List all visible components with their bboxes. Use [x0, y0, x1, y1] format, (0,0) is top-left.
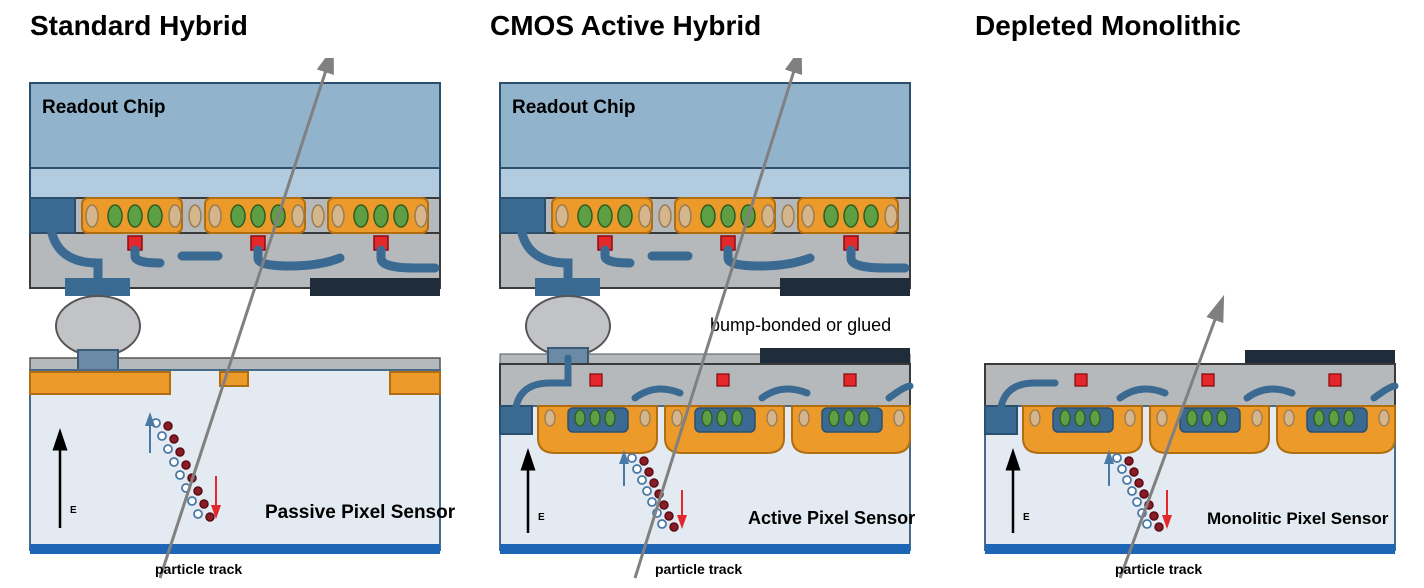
sensor-label: Monolitic Pixel Sensor [1207, 509, 1389, 528]
active-sensor: E Active Pixel Sensor [500, 348, 915, 554]
title-mono: Depleted Monolithic [975, 10, 1241, 42]
e-field-label: E [1023, 512, 1030, 523]
title-standard: Standard Hybrid [30, 10, 248, 42]
panel-standard-hybrid: Standard Hybrid [20, 0, 460, 588]
monolithic-sensor: E Monolitic Pixel Sensor [985, 350, 1395, 554]
sensor-label: Active Pixel Sensor [748, 508, 915, 528]
diagram-standard: E Passive Pixel Sensor [20, 58, 460, 588]
particle-label: particle track [1115, 561, 1202, 577]
diagram-mono: E Monolitic Pixel Sensor particle track [975, 58, 1415, 588]
readout-label: Readout Chip [42, 97, 166, 118]
particle-label: particle track [155, 561, 242, 577]
title-cmos: CMOS Active Hybrid [490, 10, 761, 42]
passive-sensor: E Passive Pixel Sensor [30, 350, 456, 554]
panel-monolithic: Depleted Monolithic [975, 0, 1415, 588]
diagram-cmos: bump-bonded or glued [490, 58, 930, 588]
sensor-label: Passive Pixel Sensor [265, 502, 456, 523]
e-field-label: E [538, 512, 545, 523]
e-field-label: E [70, 505, 77, 516]
bump-label: bump-bonded or glued [710, 315, 891, 335]
readout-label: Readout Chip [512, 97, 636, 118]
bump-bond [56, 296, 140, 356]
particle-label: particle track [655, 561, 742, 577]
panel-cmos-active: CMOS Active Hybrid [490, 0, 930, 588]
